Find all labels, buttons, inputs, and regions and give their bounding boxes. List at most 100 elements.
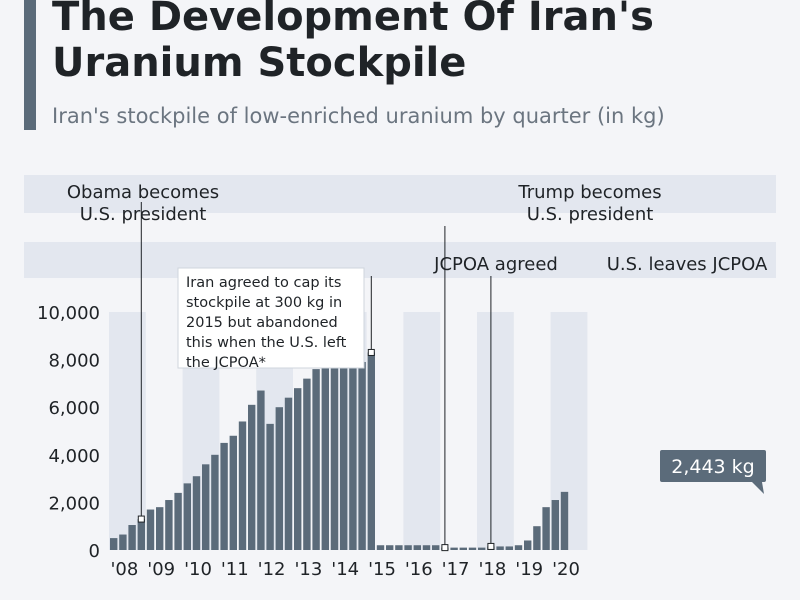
bar: [211, 454, 219, 550]
note-text: Iran agreed to cap its: [186, 275, 341, 291]
year-band: [403, 312, 441, 550]
trump-annotation-text: Trump becomes: [517, 182, 661, 203]
page-title: The Development Of Iran's Uranium Stockp…: [52, 0, 792, 86]
y-tick-label: 10,000: [37, 303, 100, 324]
bar: [413, 545, 421, 550]
y-tick-label: 6,000: [48, 398, 100, 419]
bar: [165, 500, 173, 550]
us-leaves-text: U.S. leaves JCPOA: [607, 254, 768, 275]
bar: [330, 350, 339, 550]
bar: [238, 421, 247, 550]
title-accent-bar: [24, 0, 36, 130]
last-value-callout-pointer: [752, 482, 764, 494]
jcpoa-agreed-text: JCPOA agreed: [433, 254, 558, 275]
jcpoa-agreed-marker-marker: [367, 348, 375, 356]
x-year-label: '09: [147, 559, 175, 580]
bar: [542, 507, 550, 550]
annotation-band-top: [24, 175, 776, 213]
bar: [386, 545, 394, 550]
year-band: [109, 312, 146, 550]
bar: [340, 359, 348, 550]
note-text: stockpile at 300 kg in: [186, 295, 342, 311]
bar: [128, 525, 136, 550]
x-year-label: '16: [405, 559, 433, 580]
bar: [110, 538, 118, 550]
bar: [367, 352, 375, 550]
year-band: [477, 312, 514, 550]
bar: [146, 509, 155, 550]
bar: [496, 546, 504, 550]
x-year-label: '15: [368, 559, 396, 580]
us-leaves-marker-marker: [487, 542, 495, 550]
bar: [284, 397, 293, 550]
bar: [349, 342, 357, 550]
bar: [524, 540, 532, 550]
bar: [183, 483, 191, 550]
y-tick-label: 0: [89, 541, 100, 562]
bar: [119, 534, 127, 550]
bar: [312, 369, 320, 550]
x-axis-year-labels: '08 '09 '10 '11 '12 '13 '14 '15 '16 '17 '18 '19 '20: [110, 559, 579, 580]
x-year-label: '18: [478, 559, 506, 580]
obama-annotation-text: U.S. president: [80, 204, 207, 225]
bar: [404, 545, 412, 550]
bar: [422, 545, 431, 550]
x-year-label: '13: [294, 559, 322, 580]
last-value-callout-box: [660, 450, 766, 482]
obama-annotation-text: Obama becomes: [67, 182, 219, 203]
bar: [220, 442, 228, 550]
bar: [174, 492, 182, 550]
y-tick-label: 4,000: [48, 446, 100, 467]
bar: [358, 361, 366, 550]
bars-group: [110, 342, 569, 550]
bar: [192, 476, 201, 550]
x-year-label: '20: [552, 559, 580, 580]
x-year-label: '12: [258, 559, 286, 580]
bar: [478, 547, 486, 550]
note-text: 2015 but abandoned: [186, 315, 338, 331]
trump-annotation-text: U.S. president: [527, 204, 654, 225]
bar: [229, 435, 237, 550]
bar: [266, 423, 274, 550]
bar: [468, 547, 477, 550]
title-line-2: Uranium Stockpile: [52, 40, 467, 86]
bar: [137, 519, 145, 550]
note-text: this when the U.S. left: [186, 335, 347, 351]
bar: [303, 378, 311, 550]
note-box: [177, 267, 365, 369]
bar: [202, 464, 210, 550]
page-subtitle: Iran's stockpile of low-enriched uranium…: [52, 104, 665, 128]
x-year-label: '17: [442, 559, 470, 580]
bar: [450, 547, 458, 550]
bar: [156, 507, 164, 550]
bar: [533, 526, 541, 550]
title-line-1: The Development Of Iran's: [52, 0, 654, 40]
bar: [459, 547, 467, 550]
bar: [321, 364, 329, 550]
bar: [395, 545, 403, 550]
background-bands: [24, 175, 776, 550]
x-year-label: '10: [184, 559, 212, 580]
bar: [248, 404, 256, 550]
bar: [275, 407, 283, 550]
bar: [257, 390, 265, 550]
bar: [432, 545, 440, 550]
y-axis-ticks: 0 2,000 4,000 6,000 8,000 10,000: [37, 303, 100, 562]
bar: [514, 545, 523, 550]
obama-marker-marker: [137, 515, 145, 523]
bar: [294, 388, 302, 550]
x-year-label: '08: [110, 559, 138, 580]
y-tick-label: 2,000: [48, 493, 100, 514]
x-year-label: '19: [515, 559, 543, 580]
annotation-band-middle: [24, 242, 776, 278]
bar: [505, 546, 513, 550]
x-year-label: '11: [221, 559, 249, 580]
bar: [551, 500, 559, 550]
x-year-label: '14: [331, 559, 359, 580]
trump-marker-marker: [441, 544, 449, 552]
bar: [376, 545, 385, 550]
bar: [560, 491, 569, 550]
y-tick-label: 8,000: [48, 351, 100, 372]
last-value-label: 2,443 kg: [671, 456, 755, 478]
